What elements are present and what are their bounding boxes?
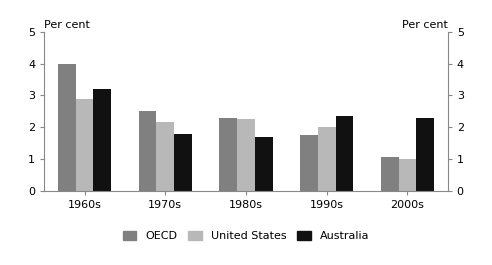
Bar — [156, 122, 174, 191]
Bar — [174, 134, 192, 191]
Bar — [336, 116, 353, 191]
Bar — [219, 118, 237, 191]
Bar — [58, 64, 76, 191]
Bar — [237, 119, 255, 191]
Bar — [416, 118, 434, 191]
Bar — [255, 137, 273, 191]
Text: Per cent: Per cent — [44, 20, 90, 30]
Bar — [93, 89, 111, 191]
Bar — [76, 99, 93, 191]
Bar — [399, 159, 416, 191]
Bar — [300, 135, 318, 191]
Text: Per cent: Per cent — [402, 20, 448, 30]
Legend: OECD, United States, Australia: OECD, United States, Australia — [123, 231, 369, 241]
Bar — [139, 111, 156, 191]
Bar — [318, 127, 336, 191]
Bar — [381, 157, 399, 191]
